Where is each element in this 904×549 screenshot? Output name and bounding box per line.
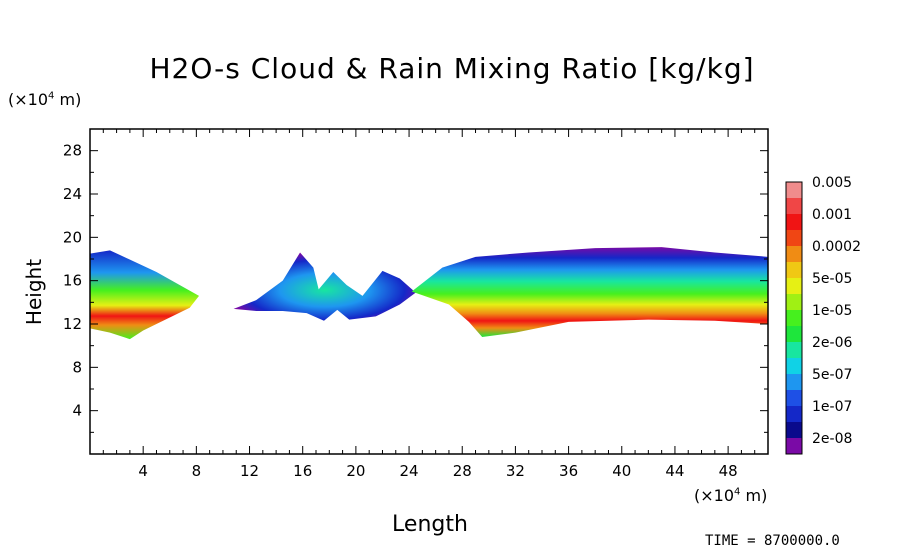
y-tick-label: 12 [63, 315, 82, 333]
chart-title: H2O-s Cloud & Rain Mixing Ratio [kg/kg] [149, 52, 755, 85]
legend-label: 1e-05 [812, 303, 852, 319]
y-tick-label: 20 [63, 228, 82, 246]
x-tick-label: 16 [293, 462, 312, 480]
x-tick-label: 48 [719, 462, 738, 480]
legend-swatch [786, 326, 802, 342]
x-tick-label: 24 [400, 462, 419, 480]
x-tick-label: 20 [346, 462, 365, 480]
y-tick-label: 24 [63, 185, 82, 203]
cloud-region-middle [233, 252, 416, 321]
legend-swatch [786, 390, 802, 406]
legend-swatch [786, 198, 802, 214]
x-axis-label: Length [392, 512, 468, 537]
legend-label: 1e-07 [812, 399, 852, 415]
x-tick-label: 36 [559, 462, 578, 480]
legend-label: 2e-06 [812, 335, 852, 351]
x-tick-label: 8 [192, 462, 202, 480]
y-tick-label: 8 [72, 358, 82, 376]
cloud-region-right [411, 247, 768, 337]
legend-swatch [786, 262, 802, 278]
x-tick-label: 44 [665, 462, 684, 480]
legend-swatch [786, 230, 802, 246]
y-tick-label: 16 [63, 272, 82, 290]
x-tick-label: 32 [506, 462, 525, 480]
legend-swatch [786, 182, 802, 198]
legend-swatch [786, 406, 802, 422]
legend-swatch [786, 246, 802, 262]
legend-swatch [786, 374, 802, 390]
plot-frame [89, 128, 769, 455]
x-tick-label: 12 [240, 462, 259, 480]
legend-swatch [786, 358, 802, 374]
legend-swatch [786, 310, 802, 326]
legend-swatch [786, 422, 802, 438]
y-axis: 4 8 12 16 20 24 28 [63, 142, 768, 433]
y-tick-label: 28 [63, 142, 82, 160]
x-axis-unit: (×104 m) [694, 486, 768, 505]
x-tick-label: 28 [453, 462, 472, 480]
legend-swatch [786, 342, 802, 358]
legend-label: 0.0002 [812, 239, 861, 255]
legend-label: 0.001 [812, 207, 852, 223]
y-tick-label: 4 [72, 402, 82, 420]
mixing-ratio-field [90, 247, 768, 340]
legend-label: 5e-05 [812, 271, 852, 287]
y-axis-unit: (×104 m) [8, 90, 82, 109]
legend-frame [785, 181, 803, 455]
color-legend: 2e-08 1e-07 5e-07 2e-06 1e-05 5e-05 0.0002 0.00… [785, 175, 861, 455]
legend-swatch [786, 278, 802, 294]
legend-label: 0.005 [812, 175, 852, 191]
legend-swatch [786, 214, 802, 230]
legend-swatch [786, 438, 802, 454]
x-axis: 4 8 12 16 20 24 28 32 36 40 44 48 [102, 129, 756, 480]
legend-swatch [786, 294, 802, 310]
x-tick-label: 40 [612, 462, 631, 480]
x-tick-label: 4 [138, 462, 148, 480]
legend-label: 2e-08 [812, 431, 852, 447]
legend-label: 5e-07 [812, 367, 852, 383]
cloud-region-left [90, 250, 200, 340]
